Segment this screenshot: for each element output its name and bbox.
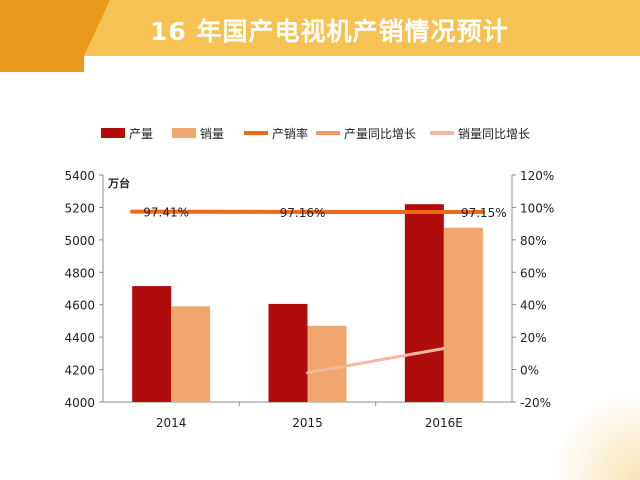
bar-销量 (307, 325, 347, 402)
legend-label: 销量同比增长 (458, 127, 530, 141)
bar-产量 (404, 204, 444, 402)
left-tick-label: 5400 (64, 169, 95, 183)
left-tick-label: 5200 (64, 201, 95, 215)
title-banner: 16 年国产电视机产销情况预计 (0, 0, 640, 72)
chart-bars (132, 204, 483, 402)
left-tick-label: 4000 (64, 396, 95, 410)
right-tick-label: 80% (520, 234, 547, 248)
chart-labels: 97.41% 97.16% 97.15% (143, 206, 506, 220)
rate-data-label: 97.15% (461, 206, 507, 220)
left-axis-unit: 万台 (107, 176, 130, 190)
corner-glow (550, 390, 640, 480)
rate-data-label: 97.16% (280, 206, 326, 220)
x-tick-label: 2015 (292, 416, 323, 430)
page-title: 16 年国产电视机产销情况预计 (150, 17, 509, 46)
bar-销量 (443, 227, 483, 402)
bar-产量 (268, 303, 308, 402)
rate-data-label: 97.41% (143, 206, 189, 220)
legend-label: 产量同比增长 (344, 127, 416, 141)
right-tick-label: 60% (520, 266, 547, 280)
right-tick-label: 20% (520, 331, 547, 345)
legend-label: 产销率 (272, 126, 308, 141)
chart-axes: 5400 5200 5000 4800 4600 4400 4200 4000 120% 100%… (64, 169, 554, 430)
x-tick-label: 2016E (425, 416, 463, 430)
bar-产量 (132, 286, 172, 402)
legend-swatch (101, 128, 125, 138)
chart-legend: 产量 销量 产销率 产量同比增长 销量同比增长 (101, 126, 530, 141)
left-tick-label: 4400 (64, 331, 95, 345)
bar-销量 (171, 306, 211, 402)
left-tick-label: 4800 (64, 266, 95, 280)
left-tick-label: 4200 (64, 364, 95, 378)
right-tick-label: -20% (520, 396, 551, 410)
left-tick-label: 4600 (64, 299, 95, 313)
legend-swatch (172, 128, 196, 138)
right-tick-label: 120% (520, 169, 554, 183)
legend-label: 销量 (200, 127, 224, 141)
left-tick-label: 5000 (64, 234, 95, 248)
legend-label: 产量 (129, 127, 153, 141)
right-tick-label: 40% (520, 299, 547, 313)
right-tick-label: 100% (520, 201, 554, 215)
right-tick-label: 0% (520, 364, 539, 378)
title-banner-shape (0, 0, 640, 72)
chart-lines (130, 209, 485, 375)
line-销量同比增长 (306, 346, 446, 375)
x-tick-label: 2014 (156, 416, 187, 430)
